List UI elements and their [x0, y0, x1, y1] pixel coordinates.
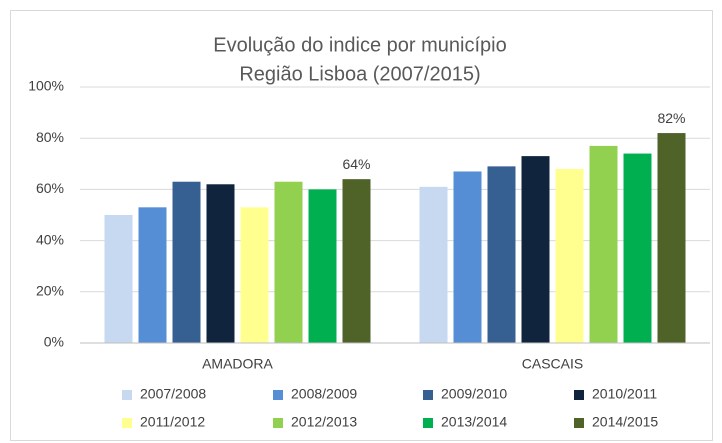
bar: [623, 153, 652, 343]
bar: [555, 168, 584, 343]
legend-label: 2007/2008: [140, 386, 206, 402]
legend-swatch: [122, 390, 132, 400]
chart-title: Evolução do indice por município: [213, 34, 507, 56]
bar: [206, 184, 235, 343]
y-tick-label: 100%: [28, 78, 64, 94]
data-label: 82%: [657, 110, 685, 126]
y-tick-label: 80%: [36, 129, 64, 145]
bar: [453, 171, 482, 343]
y-tick-label: 0%: [44, 334, 64, 350]
bar: [419, 186, 448, 343]
bar: [342, 179, 371, 343]
legend-label: 2011/2012: [140, 414, 205, 430]
legend-label: 2014/2015: [592, 414, 658, 430]
bar: [657, 133, 686, 343]
bar: [308, 189, 337, 343]
x-tick-label: CASCAIS: [522, 356, 583, 372]
legend-swatch: [423, 390, 433, 400]
bar: [487, 166, 516, 343]
legend-label: 2009/2010: [441, 386, 507, 402]
bar: [274, 181, 303, 343]
bar: [521, 156, 550, 343]
legend-swatch: [574, 418, 584, 428]
legend-label: 2010/2011: [592, 386, 657, 402]
y-tick-label: 60%: [36, 180, 64, 196]
legend-label: 2008/2009: [291, 386, 357, 402]
chart-subtitle: Região Lisboa (2007/2015): [239, 63, 480, 85]
legend-swatch: [122, 418, 132, 428]
y-tick-label: 40%: [36, 231, 64, 247]
x-tick-label: AMADORA: [202, 356, 273, 372]
bar: [172, 181, 201, 343]
y-tick-label: 20%: [36, 283, 64, 299]
legend-swatch: [273, 418, 283, 428]
legend-swatch: [423, 418, 433, 428]
legend-swatch: [273, 390, 283, 400]
bar: [138, 207, 167, 343]
data-label: 64%: [342, 156, 370, 172]
legend-swatch: [574, 390, 584, 400]
bar: [240, 207, 269, 343]
legend-label: 2012/2013: [291, 414, 357, 430]
bar: [104, 215, 133, 343]
legend-label: 2013/2014: [441, 414, 507, 430]
bar: [589, 145, 618, 343]
